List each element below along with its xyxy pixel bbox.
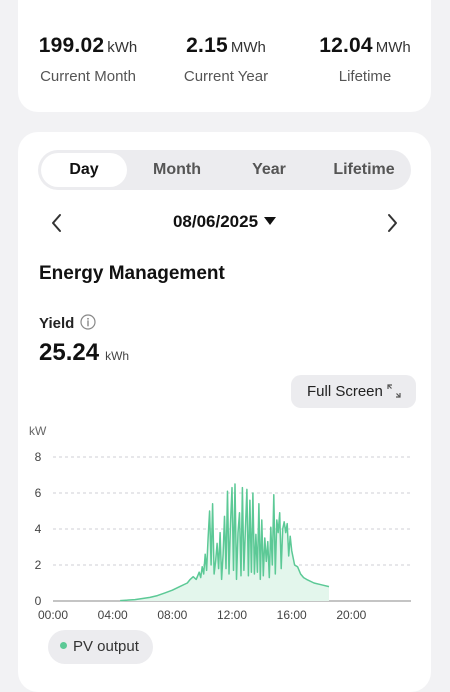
lifetime-value: 12.04 (319, 34, 373, 57)
chart-series (120, 483, 330, 602)
legend-pv-output[interactable]: PV output (48, 630, 153, 664)
yield-value: 25.24 (39, 339, 100, 366)
y-tick-label: 6 (35, 486, 42, 500)
current-year-value: 2.15 (186, 34, 228, 57)
x-axis-ticks: 00:00 04:00 08:00 12:00 16:00 20:00 (38, 608, 367, 622)
current-month-value: 199.02 (38, 34, 105, 57)
chevron-right-icon (388, 214, 397, 232)
info-icon[interactable] (80, 314, 96, 330)
pv-output-chart: 8 6 4 2 0 00:00 04:00 08:00 12:00 16:00 20:00 kW (29, 424, 411, 622)
pv-output-line (120, 483, 330, 602)
date-picker[interactable]: 08/06/2025 (38, 212, 411, 232)
tab-month[interactable]: Month (153, 161, 201, 178)
next-date-button[interactable] (377, 208, 407, 238)
y-tick-label: 8 (35, 450, 42, 464)
caret-down-icon (264, 217, 277, 225)
y-axis-ticks: 8 6 4 2 0 (35, 450, 42, 608)
y-tick-label: 4 (35, 522, 42, 536)
yield-label: Yield (39, 315, 75, 332)
date-navigator: 08/06/2025 (38, 208, 411, 238)
period-tabs: Day Month Year Lifetime (38, 150, 411, 190)
expand-icon (387, 384, 401, 398)
chevron-left-icon (52, 214, 61, 232)
lifetime-label: Lifetime (338, 68, 392, 85)
tab-year[interactable]: Year (252, 161, 286, 178)
x-tick-label: 20:00 (336, 608, 366, 622)
selected-date: 08/06/2025 (172, 212, 259, 231)
current-year-unit: MWh (230, 39, 266, 56)
x-tick-label: 04:00 (98, 608, 128, 622)
energy-card: Day Month Year Lifetime 08/06/2025 Energ… (18, 132, 431, 692)
current-month-unit: kWh (107, 39, 138, 56)
y-axis-label: kW (29, 424, 47, 438)
current-year-label: Current Year (183, 68, 269, 85)
yield-unit: kWh (105, 349, 130, 363)
lifetime-unit: MWh (375, 39, 411, 56)
legend-label: PV output (73, 638, 139, 655)
lifetime-stat: 12.04 MWh Lifetime (295, 34, 435, 85)
previous-date-button[interactable] (42, 208, 72, 238)
legend-swatch (60, 642, 67, 649)
y-tick-label: 2 (35, 558, 42, 572)
x-tick-label: 08:00 (157, 608, 187, 622)
tab-lifetime[interactable]: Lifetime (333, 161, 395, 178)
current-month-stat: 199.02 kWh Current Month (18, 34, 158, 85)
summary-card: 199.02 kWh Current Month 2.15 MWh Current … (18, 0, 431, 112)
current-month-label: Current Month (40, 68, 136, 85)
y-tick-label: 0 (35, 594, 42, 608)
x-tick-label: 16:00 (277, 608, 307, 622)
yield-value-line: 25.24 kWh (39, 339, 129, 367)
x-tick-label: 12:00 (217, 608, 247, 622)
tab-day[interactable]: Day (41, 153, 127, 187)
section-title: Energy Management (39, 263, 225, 284)
full-screen-button[interactable]: Full Screen (291, 375, 416, 408)
full-screen-label: Full Screen (307, 383, 383, 400)
x-tick-label: 00:00 (38, 608, 68, 622)
current-year-stat: 2.15 MWh Current Year (156, 34, 296, 85)
